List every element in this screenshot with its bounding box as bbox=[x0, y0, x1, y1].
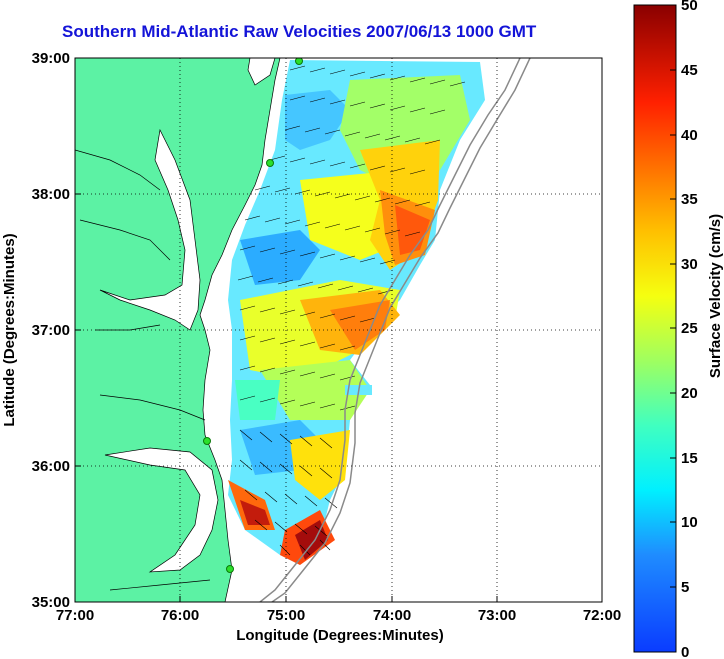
y-tick-label: 36:00 bbox=[32, 458, 70, 475]
y-tick-label: 39:00 bbox=[32, 50, 70, 67]
x-tick-label: 75:00 bbox=[267, 607, 305, 624]
x-tick-label: 72:00 bbox=[583, 607, 621, 624]
x-tick-label: 77:00 bbox=[56, 607, 94, 624]
y-tick-label: 38:00 bbox=[32, 186, 70, 203]
colorbar-tick-label: 30 bbox=[681, 256, 698, 273]
grid-lines bbox=[75, 58, 602, 602]
radar-station-marker bbox=[226, 565, 234, 573]
radar-station-marker bbox=[295, 58, 303, 65]
x-tick-label: 74:00 bbox=[373, 607, 411, 624]
colorbar-tick-label: 20 bbox=[681, 385, 698, 402]
colorbar-tick-label: 25 bbox=[681, 320, 698, 337]
chesapeake-bay bbox=[99, 128, 201, 331]
colorbar-tick-label: 35 bbox=[681, 191, 698, 208]
colorbar-label: Surface Velocity (cm/s) bbox=[707, 214, 724, 378]
x-tick-label: 76:00 bbox=[161, 607, 199, 624]
colorbar-tick-label: 5 bbox=[681, 579, 689, 596]
land-mass bbox=[75, 58, 281, 602]
colorbar-tick-label: 40 bbox=[681, 127, 698, 144]
delaware-bay bbox=[247, 58, 276, 86]
x-axis-label: Longitude (Degrees:Minutes) bbox=[236, 627, 444, 644]
isobath-line bbox=[259, 58, 521, 602]
colorbar-tick-label: 50 bbox=[681, 0, 698, 14]
colorbar-tick-label: 15 bbox=[681, 450, 698, 467]
map-title: Southern Mid-Atlantic Raw Velocities 200… bbox=[62, 22, 537, 41]
tick-marks bbox=[75, 193, 498, 602]
y-tick-label: 35:00 bbox=[32, 594, 70, 611]
colorbar bbox=[633, 4, 677, 653]
x-tick-label: 73:00 bbox=[478, 607, 516, 624]
y-tick-label: 37:00 bbox=[32, 322, 70, 339]
radar-station-marker bbox=[203, 437, 211, 445]
colorbar-ticks bbox=[670, 69, 676, 588]
colorbar-tick-label: 45 bbox=[681, 62, 698, 79]
radar-station-marker bbox=[266, 159, 274, 167]
colorbar-tick-label: 0 bbox=[681, 644, 689, 659]
colorbar-tick-label: 10 bbox=[681, 514, 698, 531]
velocity-vectors bbox=[237, 65, 466, 556]
isobath-line bbox=[271, 58, 531, 602]
y-axis-label: Latitude (Degrees:Minutes) bbox=[1, 233, 18, 426]
